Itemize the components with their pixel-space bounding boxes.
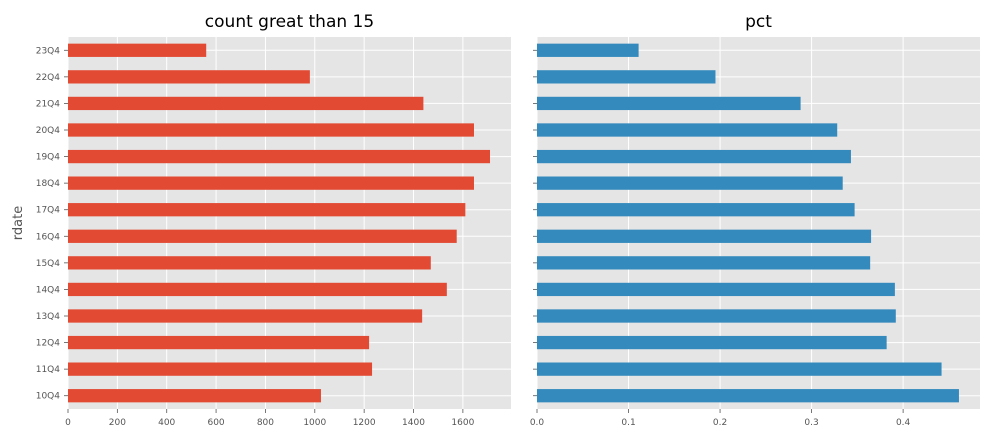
y-tick-label: 23Q4: [36, 46, 61, 56]
left-chart-title: count great than 15: [205, 12, 374, 32]
y-tick-label: 19Q4: [36, 153, 61, 163]
x-tick-label: 0.4: [896, 418, 911, 428]
bar-15Q4: [537, 256, 871, 270]
bar-11Q4: [537, 362, 942, 376]
y-tick-label: 21Q4: [36, 99, 61, 109]
left-bars: [68, 43, 491, 403]
y-tick-label: 20Q4: [36, 126, 61, 136]
right-y-ticks: [533, 49, 537, 397]
right-x-ticks: 0.0 0.1 0.2 0.3 0.4: [530, 409, 911, 428]
right-plot-area: [537, 37, 980, 409]
bar-20Q4: [537, 123, 838, 137]
x-tick-label: 800: [257, 418, 274, 428]
bar-22Q4: [68, 70, 310, 84]
x-tick-label: 0.3: [804, 418, 818, 428]
bar-15Q4: [68, 256, 431, 270]
x-tick-label: 0.1: [621, 418, 635, 428]
right-chart-panel: 0.0 0.1 0.2 0.3 0.4 pct: [530, 12, 980, 428]
x-tick-label: 0.0: [530, 418, 545, 428]
right-chart-title: pct: [745, 12, 772, 32]
left-y-ticks: 10Q4 11Q4 12Q4 13Q4 14Q4 15Q4 16Q4 17Q4 18Q4 19Q4…: [36, 46, 68, 402]
y-tick-label: 17Q4: [36, 206, 61, 216]
bar-13Q4: [537, 309, 896, 323]
bar-17Q4: [537, 203, 855, 217]
bar-16Q4: [537, 229, 872, 243]
bar-19Q4: [537, 149, 851, 164]
bar-16Q4: [68, 229, 457, 243]
y-tick-label: 22Q4: [36, 73, 61, 83]
y-tick-label: 16Q4: [36, 232, 61, 242]
bar-23Q4: [537, 43, 639, 57]
x-tick-label: 0.2: [713, 418, 727, 428]
x-tick-label: 0: [65, 418, 71, 428]
x-tick-label: 400: [158, 418, 175, 428]
bar-23Q4: [68, 43, 207, 57]
bar-13Q4: [68, 309, 423, 323]
bar-11Q4: [68, 362, 373, 376]
x-tick-label: 600: [207, 418, 224, 428]
y-tick-label: 18Q4: [36, 179, 61, 189]
bar-18Q4: [537, 176, 843, 190]
bar-18Q4: [68, 176, 474, 190]
x-tick-label: 1600: [451, 418, 474, 428]
bar-10Q4: [537, 389, 959, 403]
bar-19Q4: [68, 149, 491, 164]
left-y-axis-label: rdate: [11, 206, 26, 240]
y-tick-label: 15Q4: [36, 259, 61, 269]
x-tick-label: 1000: [303, 418, 326, 428]
left-x-ticks: 0 200 400 600 800 1000 1200 1400 1600: [65, 409, 475, 428]
bar-17Q4: [68, 203, 466, 217]
x-tick-label: 200: [109, 418, 126, 428]
x-tick-label: 1200: [353, 418, 376, 428]
y-tick-label: 10Q4: [36, 392, 61, 402]
bar-20Q4: [68, 123, 474, 137]
bar-14Q4: [68, 282, 447, 297]
left-chart-panel: 0 200 400 600 800 1000 1200 1400 1600 10Q4 11Q4 12…: [11, 12, 511, 428]
y-tick-label: 14Q4: [36, 285, 61, 295]
bar-12Q4: [537, 335, 887, 350]
x-tick-label: 1400: [402, 418, 425, 428]
y-tick-label: 13Q4: [36, 312, 61, 322]
bar-22Q4: [537, 70, 716, 84]
left-plot-area: [68, 37, 511, 409]
y-tick-label: 12Q4: [36, 339, 61, 349]
bar-21Q4: [537, 96, 801, 111]
right-bars: [537, 43, 959, 403]
bar-10Q4: [68, 389, 321, 403]
bar-12Q4: [68, 335, 370, 350]
y-tick-label: 11Q4: [36, 365, 61, 375]
bar-21Q4: [68, 96, 424, 111]
bar-14Q4: [537, 282, 895, 297]
